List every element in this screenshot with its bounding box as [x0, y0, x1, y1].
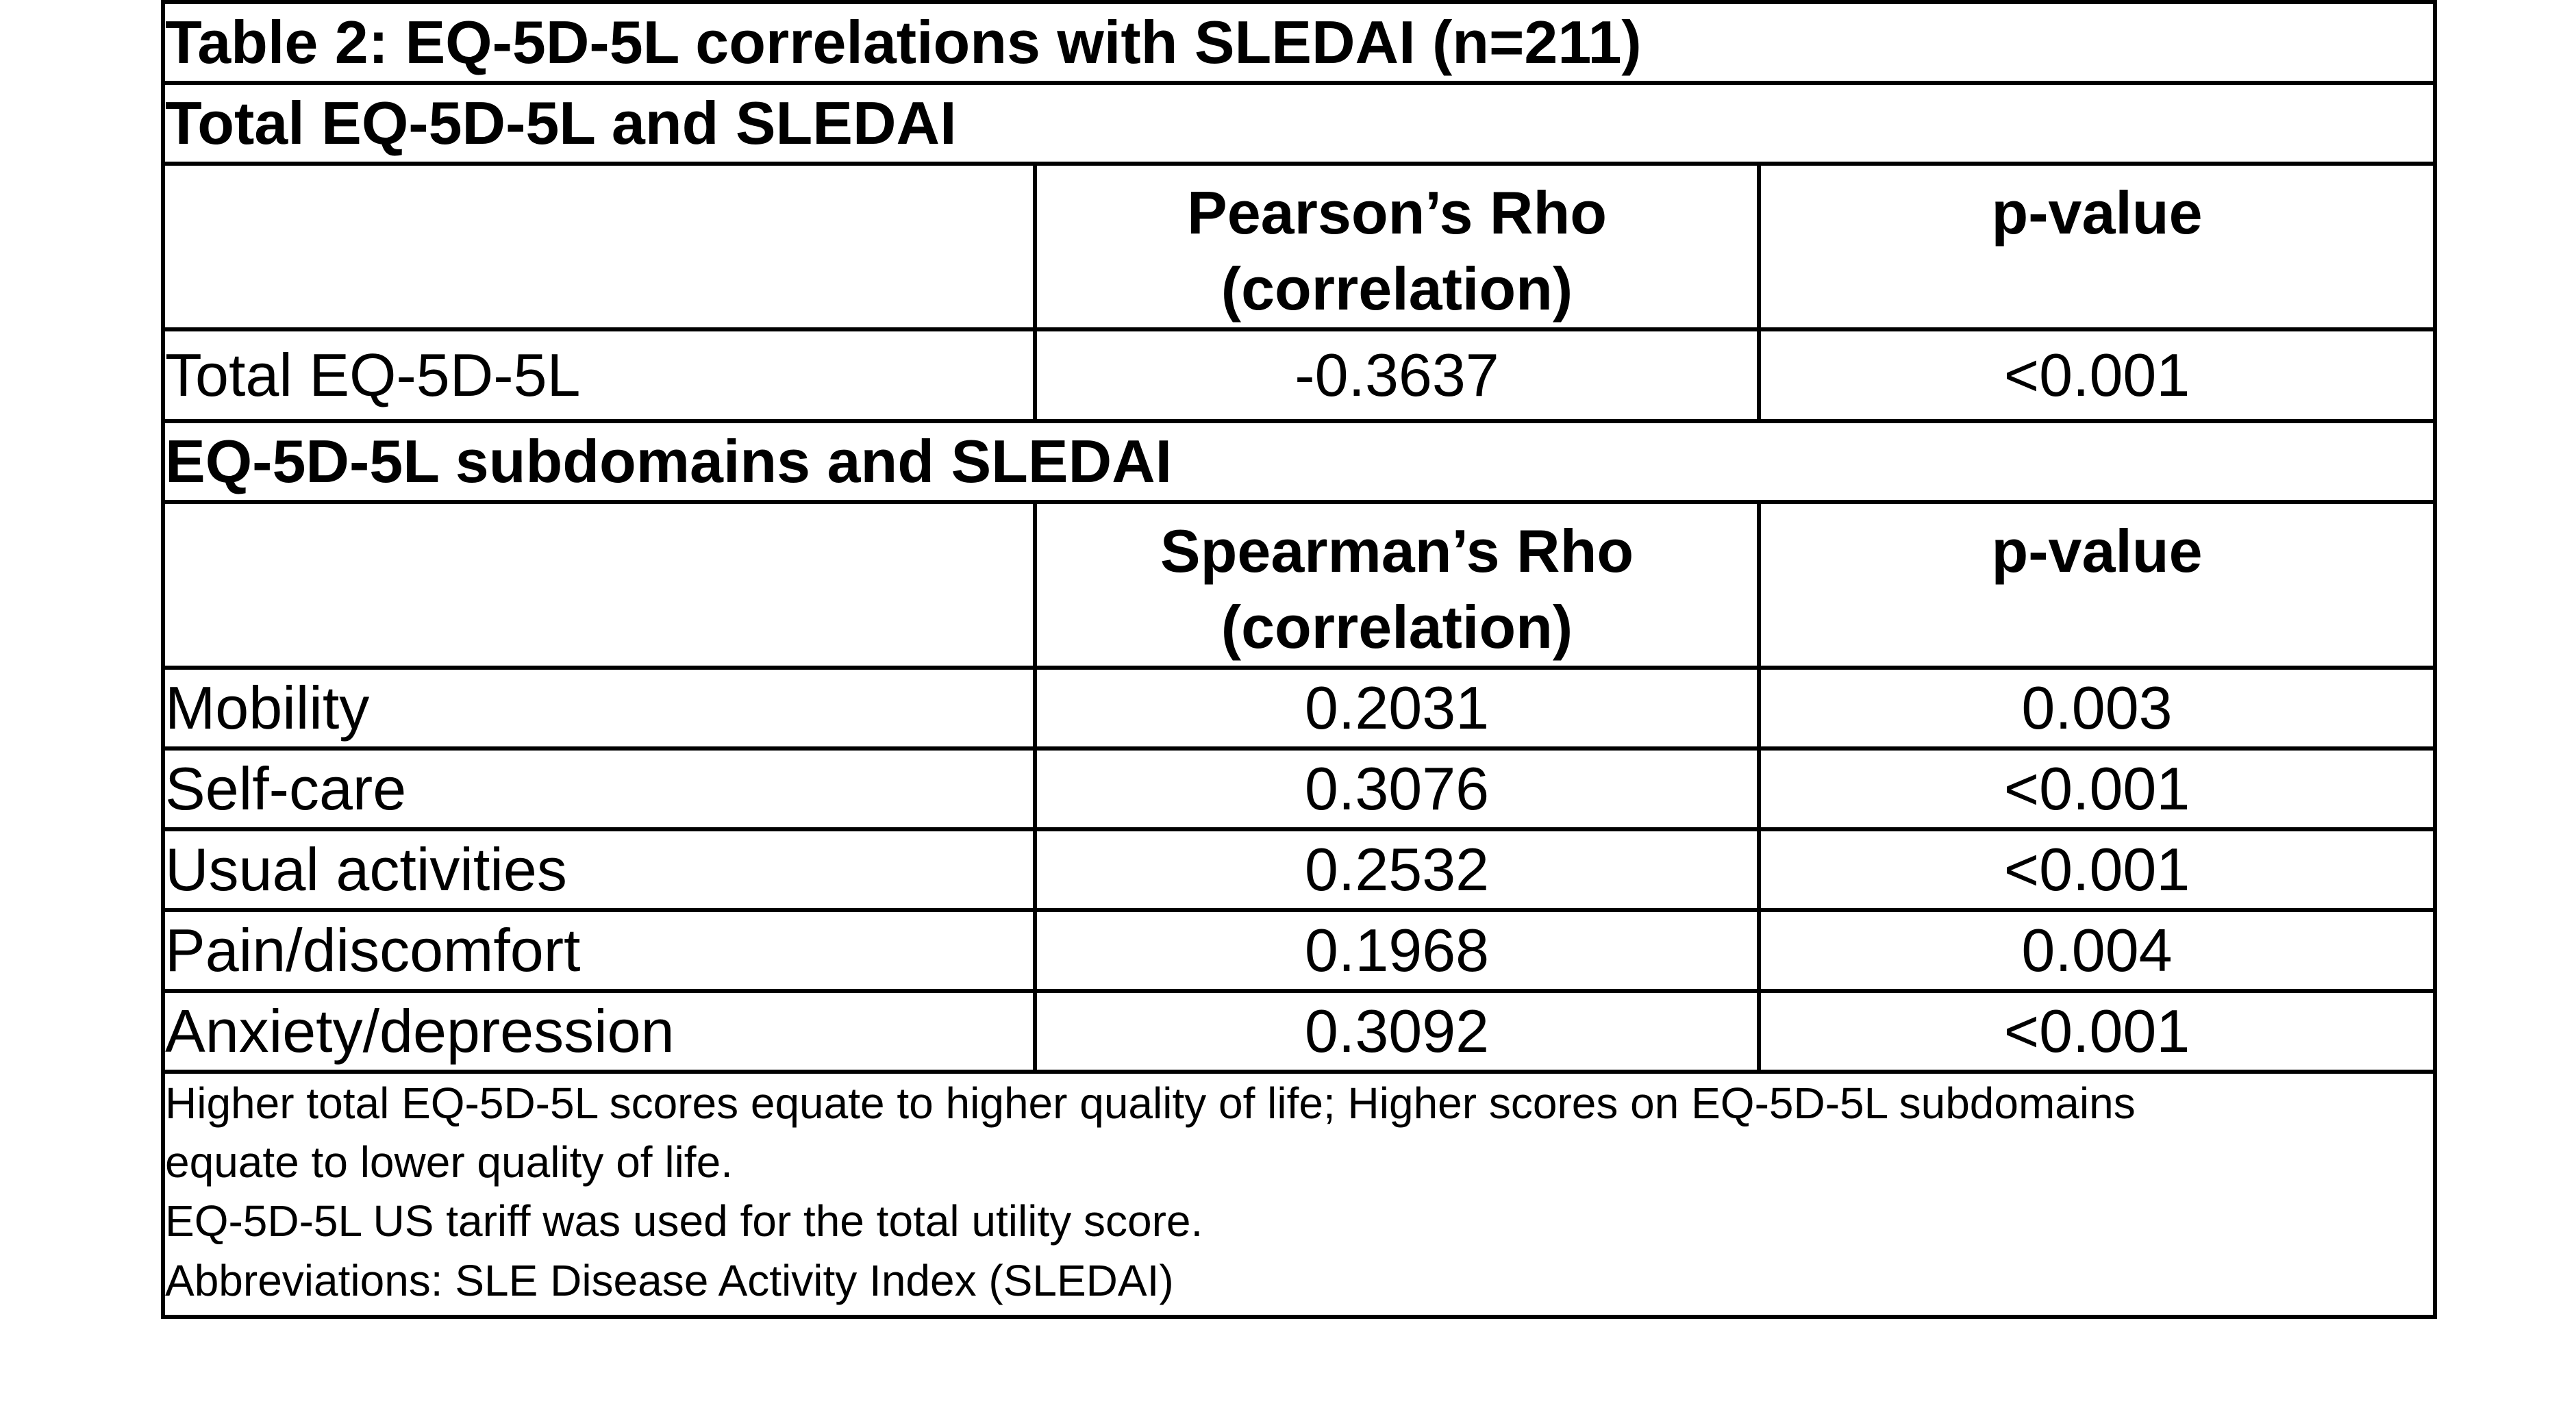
table-row: Mobility 0.2031 0.003 — [161, 665, 2438, 751]
stat-header-line2: (correlation) — [1221, 592, 1573, 661]
table-row: Anxiety/depression 0.3092 <0.001 — [161, 988, 2438, 1074]
p-value-header-cell: p-value — [1756, 162, 2438, 331]
row-label-cell: Anxiety/depression — [161, 988, 1037, 1074]
stat-header-line2: (correlation) — [1221, 254, 1573, 323]
rho-value-cell: 0.3076 — [1033, 746, 1761, 831]
p-value-cell: <0.001 — [1756, 327, 2438, 423]
table-title: Table 2: EQ-5D-5L correlations with SLED… — [160, 0, 2438, 85]
pearsons-rho-header-cell: Pearson’s Rho (correlation) — [1033, 162, 1761, 331]
p-value-cell: <0.001 — [1756, 988, 2438, 1074]
note-line: Higher total EQ-5D-5L scores equate to h… — [165, 1078, 2136, 1128]
p-value-header-cell: p-value — [1756, 499, 2438, 670]
note-line: Abbreviations: SLE Disease Activity Inde… — [165, 1255, 1174, 1305]
table-row: EQ-5D-5L subdomains and SLEDAI — [160, 418, 2438, 504]
p-value-cell: <0.001 — [1756, 827, 2438, 912]
table-row: Total EQ-5D-5L and SLEDAI — [160, 81, 2438, 166]
rho-value-cell: 0.2532 — [1033, 827, 1761, 912]
table-row: Total EQ-5D-5L -0.3637 <0.001 — [161, 327, 2438, 423]
empty-header-cell — [161, 162, 1037, 331]
section-heading-subdomains: EQ-5D-5L subdomains and SLEDAI — [160, 418, 2438, 504]
p-value-cell: 0.003 — [1756, 665, 2438, 751]
rho-value-cell: -0.3637 — [1033, 327, 1761, 423]
stat-header-line1: Spearman’s Rho — [1160, 516, 1634, 585]
table-row: Usual activities 0.2532 <0.001 — [161, 827, 2438, 912]
row-label-cell: Usual activities — [161, 827, 1037, 912]
stat-header-line1: Pearson’s Rho — [1187, 179, 1607, 247]
table-row: Pain/discomfort 0.1968 0.004 — [161, 907, 2438, 993]
row-label-cell: Self-care — [161, 746, 1037, 831]
empty-header-cell — [161, 499, 1037, 670]
table-row: Self-care 0.3076 <0.001 — [161, 746, 2438, 831]
rho-value-cell: 0.1968 — [1033, 907, 1761, 993]
row-label-cell: Total EQ-5D-5L — [161, 327, 1037, 423]
note-line: equate to lower quality of life. — [165, 1137, 733, 1187]
correlation-table: Table 2: EQ-5D-5L correlations with SLED… — [160, 0, 2438, 1319]
section-heading-total: Total EQ-5D-5L and SLEDAI — [160, 81, 2438, 166]
p-value-cell: <0.001 — [1756, 746, 2438, 831]
note-line: EQ-5D-5L US tariff was used for the tota… — [165, 1196, 1203, 1246]
rho-value-cell: 0.2031 — [1033, 665, 1761, 751]
table-row: Higher total EQ-5D-5L scores equate to h… — [160, 1069, 2438, 1319]
row-label-cell: Pain/discomfort — [161, 907, 1037, 993]
table-notes: Higher total EQ-5D-5L scores equate to h… — [160, 1069, 2438, 1319]
table-row: Table 2: EQ-5D-5L correlations with SLED… — [160, 0, 2438, 85]
table-row: Pearson’s Rho (correlation) p-value — [161, 162, 2438, 331]
row-label-cell: Mobility — [161, 665, 1037, 751]
spearmans-rho-header-cell: Spearman’s Rho (correlation) — [1033, 499, 1761, 670]
p-value-cell: 0.004 — [1756, 907, 2438, 993]
rho-value-cell: 0.3092 — [1033, 988, 1761, 1074]
table-row: Spearman’s Rho (correlation) p-value — [161, 499, 2438, 670]
